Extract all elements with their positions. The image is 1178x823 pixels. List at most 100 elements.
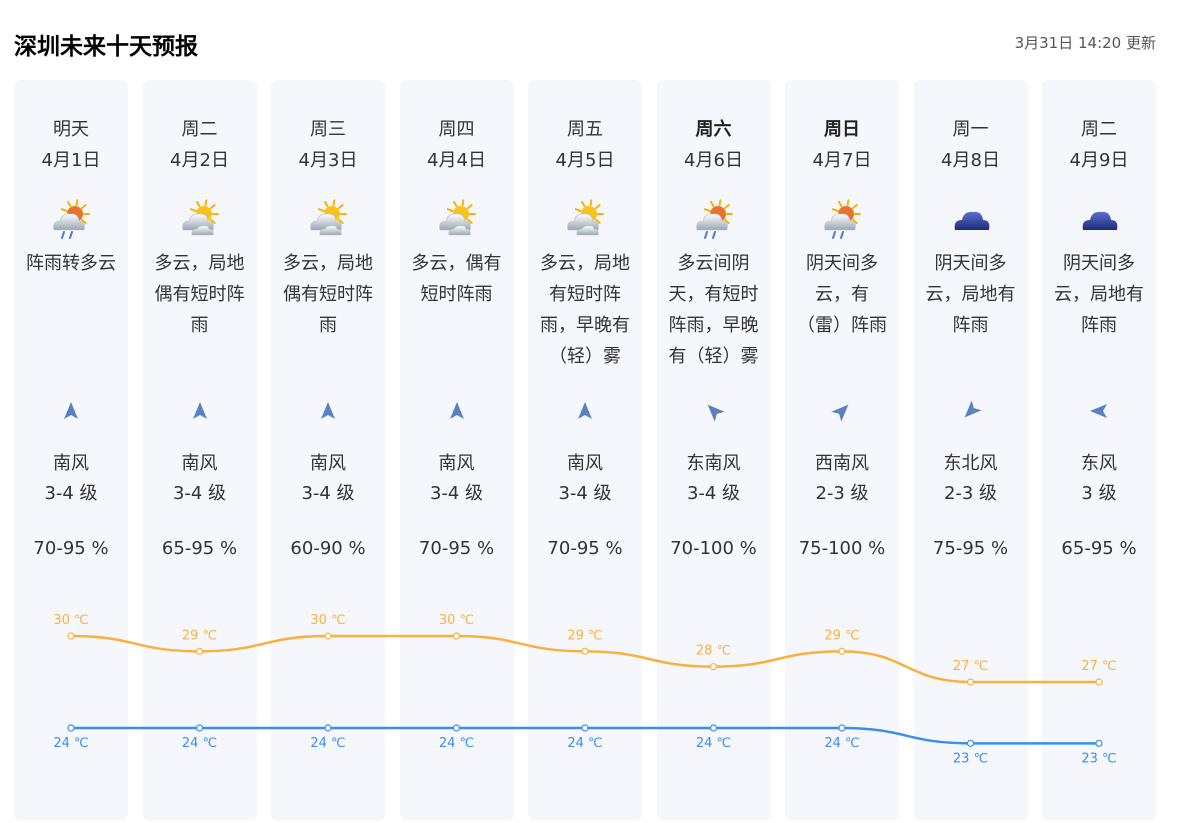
weather-description-line: 多云，局地 — [154, 253, 245, 274]
north-arrow-icon — [445, 399, 469, 423]
low-temp-label: 24 ℃ — [53, 736, 88, 751]
weather-description-line: （轻）雾 — [549, 346, 621, 367]
page-title: 深圳未来十天预报 — [14, 34, 198, 60]
weather-description-line: 云，局地有 — [925, 284, 1016, 305]
weather-description: 多云，局地 偶有短时阵雨 — [271, 248, 385, 341]
west-arrow-icon — [1087, 399, 1111, 423]
high-temp-label: 28 ℃ — [696, 644, 731, 659]
sun-cloud-icon — [306, 198, 350, 242]
humidity-range: 75-95 % — [932, 538, 1009, 559]
low-temp-label: 24 ℃ — [824, 736, 859, 751]
forecast-day-card — [913, 80, 1028, 820]
wind-level: 3-4 级 — [558, 483, 612, 504]
high-temp-label: 30 ℃ — [439, 613, 474, 628]
date-label: 4月3日 — [298, 150, 358, 171]
wind-direction: 东南风 — [686, 453, 741, 474]
humidity-range: 65-95 % — [1061, 538, 1137, 559]
day-label: 周四 — [438, 119, 475, 140]
north-arrow-icon — [59, 399, 83, 423]
wind-level: 2-3 级 — [815, 483, 869, 504]
weather-description-line: 有（轻）雾 — [668, 346, 759, 367]
sun-cloud-icon — [435, 198, 479, 242]
rain-cloud-sun-icon — [692, 198, 736, 242]
date-label: 4月4日 — [427, 150, 486, 171]
weather-description-line: 阴天间多 — [934, 253, 1007, 274]
high-temp-label: 27 ℃ — [953, 659, 988, 674]
weather-description-line: 偶有短时阵 — [283, 284, 373, 305]
low-temp-label: 24 ℃ — [182, 736, 217, 751]
high-temp-point — [1095, 678, 1103, 686]
weather-description-line: 阵雨转多云 — [26, 253, 116, 274]
day-label: 周六 — [695, 119, 732, 140]
weather-description-line: 有短时阵 — [549, 284, 621, 305]
forecast-day-card — [528, 80, 642, 820]
date-label: 4月6日 — [684, 150, 743, 171]
low-temp-point — [324, 724, 332, 732]
weather-description-line: 多云，偶有 — [411, 253, 502, 274]
high-temp-point — [452, 632, 461, 640]
wind-level: 3-4 级 — [686, 483, 741, 504]
southwest-arrow-icon — [959, 399, 983, 423]
high-temp-point — [966, 678, 975, 686]
low-temp-point — [581, 724, 589, 732]
wind-direction: 南风 — [438, 453, 475, 474]
forecast-day-card — [656, 80, 771, 820]
weather-description: 阴天间多云，局地有阵雨 — [914, 248, 1028, 341]
high-temp-label: 27 ℃ — [1081, 659, 1116, 674]
high-temp-point — [838, 647, 846, 655]
low-temp-point — [452, 724, 461, 732]
weather-description: 阴天间多 云，局地有 阵雨 — [1042, 248, 1156, 341]
date-label: 4月7日 — [812, 150, 872, 171]
weather-description-line: 阴天间多 — [806, 253, 878, 274]
high-temp-label: 29 ℃ — [182, 628, 217, 643]
high-temp-point — [581, 647, 589, 655]
forecast-day-card — [785, 80, 899, 820]
low-temp-label: 23 ℃ — [953, 751, 988, 766]
northeast-arrow-icon — [830, 399, 854, 423]
low-temp-label: 23 ℃ — [1081, 751, 1116, 766]
date-label: 4月2日 — [170, 150, 229, 171]
north-arrow-icon — [316, 399, 340, 423]
wind-level: 3 级 — [1081, 483, 1117, 504]
humidity-range: 60-90 % — [290, 538, 366, 559]
low-temp-point — [1095, 739, 1103, 747]
update-time: 3月31日 14:20 更新 — [1014, 34, 1156, 52]
wind-direction: 南风 — [310, 453, 346, 474]
weather-description: 多云，局地 偶有短时阵雨 — [143, 248, 257, 341]
day-label: 明天 — [53, 119, 89, 140]
weather-description-line: （雷）阵雨 — [797, 315, 887, 336]
north-arrow-icon — [573, 399, 597, 423]
wind-direction: 南风 — [567, 453, 603, 474]
low-temp-point — [966, 739, 975, 747]
high-temp-label: 29 ℃ — [567, 628, 602, 643]
day-label: 周一 — [952, 119, 989, 140]
weather-description: 多云，偶有 短时阵雨 — [400, 248, 514, 310]
low-temp-point — [709, 724, 718, 732]
humidity-range: 65-95 % — [161, 538, 238, 559]
weather-description: 阵雨转多云 — [14, 248, 128, 279]
day-label: 周二 — [1081, 119, 1117, 140]
day-label: 周二 — [181, 119, 218, 140]
weather-description: 阴天间多 云，有 （雷）阵雨 — [785, 248, 899, 341]
weather-description-line: 阵雨 — [952, 315, 989, 336]
humidity-range: 70-95 % — [547, 538, 623, 559]
day-label: 周五 — [567, 119, 603, 140]
rain-cloud-sun-icon — [49, 198, 93, 242]
weather-description-line: 多云间阴 — [677, 253, 750, 274]
weather-description: 多云间阴 天，有短时 阵雨，早晚 有（轻）雾 — [657, 248, 771, 372]
date-label: 4月5日 — [555, 150, 615, 171]
wind-level: 3-4 级 — [429, 483, 484, 504]
low-temp-label: 24 ℃ — [567, 736, 602, 751]
low-temp-point — [838, 724, 846, 732]
day-label: 周三 — [310, 119, 346, 140]
dark-cloud-icon — [949, 198, 993, 242]
forecast-day-card — [1042, 80, 1156, 820]
weather-description-line: 多云，局地 — [540, 253, 630, 274]
wind-direction: 西南风 — [815, 453, 869, 474]
date-label: 4月8日 — [941, 150, 1000, 171]
low-temp-label: 24 ℃ — [310, 736, 345, 751]
wind-level: 3-4 级 — [172, 483, 227, 504]
humidity-range: 70-100 % — [670, 538, 757, 559]
humidity-range: 70-95 % — [418, 538, 495, 559]
